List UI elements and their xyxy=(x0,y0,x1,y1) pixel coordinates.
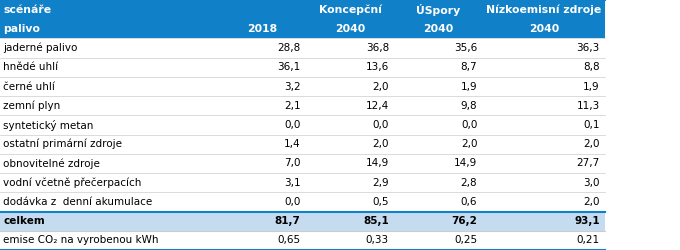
Text: 36,1: 36,1 xyxy=(277,62,301,72)
Text: 1,9: 1,9 xyxy=(461,82,477,92)
Text: dodávka z  denní akumulace: dodávka z denní akumulace xyxy=(3,197,152,207)
Text: 12,4: 12,4 xyxy=(366,101,389,111)
Text: 1,9: 1,9 xyxy=(583,82,600,92)
Text: 2040: 2040 xyxy=(335,24,365,34)
Text: 1,4: 1,4 xyxy=(284,139,301,149)
Text: Koncepční: Koncepční xyxy=(319,4,381,15)
Text: 3,2: 3,2 xyxy=(284,82,301,92)
Text: 36,8: 36,8 xyxy=(366,43,389,53)
Text: 36,3: 36,3 xyxy=(577,43,600,53)
Text: 0,21: 0,21 xyxy=(577,236,600,246)
Text: ostatní primární zdroje: ostatní primární zdroje xyxy=(3,139,122,149)
Text: 3,0: 3,0 xyxy=(583,178,600,188)
Text: 14,9: 14,9 xyxy=(366,158,389,168)
Text: 2,1: 2,1 xyxy=(284,101,301,111)
Text: 0,5: 0,5 xyxy=(373,197,389,207)
Text: 11,3: 11,3 xyxy=(577,101,600,111)
Text: 81,7: 81,7 xyxy=(275,216,301,226)
Text: 7,0: 7,0 xyxy=(284,158,301,168)
Text: černé uhlí: černé uhlí xyxy=(3,82,55,92)
Text: 2040: 2040 xyxy=(529,24,559,34)
Bar xyxy=(0,231,605,250)
Text: 2,0: 2,0 xyxy=(461,139,477,149)
Bar xyxy=(0,77,605,96)
Text: 93,1: 93,1 xyxy=(574,216,600,226)
Text: 0,65: 0,65 xyxy=(277,236,301,246)
Bar xyxy=(0,96,605,116)
Text: 0,33: 0,33 xyxy=(366,236,389,246)
Text: 2,9: 2,9 xyxy=(373,178,389,188)
Text: syntetický metan: syntetický metan xyxy=(3,120,94,130)
Text: 14,9: 14,9 xyxy=(454,158,477,168)
Text: 2,0: 2,0 xyxy=(373,82,389,92)
Text: 0,0: 0,0 xyxy=(284,120,301,130)
Text: 2018: 2018 xyxy=(247,24,277,34)
Bar xyxy=(0,154,605,173)
Text: 8,8: 8,8 xyxy=(583,62,600,72)
Text: scénáře: scénáře xyxy=(3,4,52,15)
Text: 8,7: 8,7 xyxy=(461,62,477,72)
Text: 2,8: 2,8 xyxy=(461,178,477,188)
Text: vodní včetně přečerpacích: vodní včetně přečerpacích xyxy=(3,178,141,188)
Text: 0,0: 0,0 xyxy=(284,197,301,207)
Bar xyxy=(0,212,605,231)
Bar xyxy=(0,58,605,77)
Text: 0,6: 0,6 xyxy=(461,197,477,207)
Text: jaderné palivo: jaderné palivo xyxy=(3,43,78,53)
Bar xyxy=(0,19,605,38)
Bar xyxy=(0,116,605,134)
Text: 13,6: 13,6 xyxy=(366,62,389,72)
Text: 0,0: 0,0 xyxy=(461,120,477,130)
Text: 35,6: 35,6 xyxy=(454,43,477,53)
Bar xyxy=(0,38,605,58)
Bar xyxy=(0,173,605,192)
Text: 76,2: 76,2 xyxy=(452,216,477,226)
Text: 85,1: 85,1 xyxy=(363,216,389,226)
Text: emise CO₂ na vyrobenou kWh: emise CO₂ na vyrobenou kWh xyxy=(3,236,159,246)
Bar xyxy=(0,0,605,19)
Text: 0,1: 0,1 xyxy=(583,120,600,130)
Text: Nízkoemisní zdroje: Nízkoemisní zdroje xyxy=(486,4,602,15)
Text: 2,0: 2,0 xyxy=(373,139,389,149)
Text: 2,0: 2,0 xyxy=(583,197,600,207)
Bar xyxy=(0,134,605,154)
Text: 3,1: 3,1 xyxy=(284,178,301,188)
Text: celkem: celkem xyxy=(3,216,45,226)
Text: palivo: palivo xyxy=(3,24,40,34)
Text: 0,25: 0,25 xyxy=(454,236,477,246)
Text: hnědé uhlí: hnědé uhlí xyxy=(3,62,58,72)
Text: 2,0: 2,0 xyxy=(583,139,600,149)
Text: obnovitelné zdroje: obnovitelné zdroje xyxy=(3,158,100,169)
Text: zemní plyn: zemní plyn xyxy=(3,100,61,111)
Text: ÚSpory: ÚSpory xyxy=(416,4,461,16)
Text: 27,7: 27,7 xyxy=(577,158,600,168)
Text: 0,0: 0,0 xyxy=(373,120,389,130)
Bar xyxy=(0,192,605,212)
Text: 9,8: 9,8 xyxy=(461,101,477,111)
Text: 28,8: 28,8 xyxy=(277,43,301,53)
Text: 2040: 2040 xyxy=(424,24,454,34)
